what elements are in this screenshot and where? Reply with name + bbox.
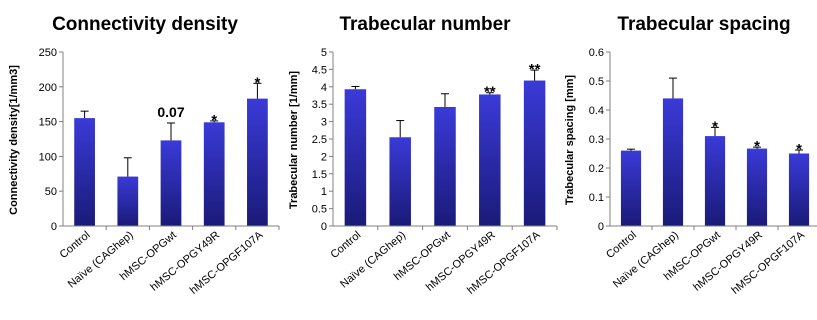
y-tick-label: 0.4 xyxy=(589,105,604,117)
annotations: * * * xyxy=(712,118,802,158)
y-tick-label: 1.5 xyxy=(312,169,327,181)
y-tick-label: 2 xyxy=(321,151,327,163)
error-bars xyxy=(80,82,262,177)
significance-label: * xyxy=(254,74,260,91)
x-tick-label: Control xyxy=(604,229,639,261)
y-tick-label: 250 xyxy=(39,47,57,59)
bars xyxy=(74,98,268,226)
significance-label: 0.07 xyxy=(157,104,184,120)
y-tick-label: 0 xyxy=(321,221,327,233)
bar xyxy=(344,89,367,227)
x-tick-label: hMSC-OPGF107A xyxy=(729,229,807,297)
x-tick-label: Control xyxy=(328,229,363,261)
annotations: ** ** xyxy=(484,61,541,101)
bar xyxy=(389,137,411,226)
y-tick-label: 2.5 xyxy=(312,134,327,146)
bar xyxy=(479,94,501,227)
y-axis-label: Connectivity density[1/mm3] xyxy=(8,65,20,215)
bar xyxy=(704,136,726,226)
y-axis-label: Trabecular number [1/mm] xyxy=(288,71,300,209)
error-bars xyxy=(351,69,539,138)
bar xyxy=(746,148,768,226)
bars xyxy=(620,98,810,226)
bar xyxy=(247,98,268,226)
y-tick-label: 0 xyxy=(598,221,604,233)
y-tick-label: 200 xyxy=(39,82,57,94)
bar xyxy=(788,153,810,226)
y-tick-label: 3.5 xyxy=(312,99,327,111)
bar xyxy=(662,98,684,226)
significance-label: ** xyxy=(484,84,496,101)
significance-label: ** xyxy=(529,61,541,78)
axes xyxy=(332,52,557,227)
bar xyxy=(434,106,456,226)
y-tick-label: 1 xyxy=(321,186,327,198)
chart-title: Trabecular number xyxy=(339,14,511,35)
y-tick-label: 0 xyxy=(51,221,57,233)
bar xyxy=(74,118,95,226)
significance-label: * xyxy=(754,138,760,155)
bar xyxy=(203,122,225,226)
y-tick-label: 0.2 xyxy=(589,163,604,175)
y-tick-label: 50 xyxy=(45,186,57,198)
chart-title: Connectivity density xyxy=(52,14,238,35)
bar xyxy=(160,140,182,226)
error-bars xyxy=(627,77,803,154)
x-tick-label: hMSC-OPGF107A xyxy=(465,229,543,297)
y-tick-label: 4.5 xyxy=(312,64,327,76)
chart-trabecular-spacing: Trabecular spacing Trabecular spacing [m… xyxy=(564,14,817,297)
axes xyxy=(62,52,279,227)
x-tick-label: hMSC-OPGF107A xyxy=(188,229,266,297)
y-ticks: 0 50 100 150 200 250 xyxy=(39,47,63,233)
y-tick-label: 150 xyxy=(39,117,57,129)
y-tick-label: 0.1 xyxy=(589,192,604,204)
bar xyxy=(620,150,642,226)
y-tick-label: 0.6 xyxy=(589,47,604,59)
significance-label: * xyxy=(796,141,802,158)
y-tick-label: 4 xyxy=(321,82,327,94)
axes xyxy=(609,52,817,227)
y-ticks: 0 0.5 1 1.5 2 2.5 3 3.5 4 4.5 5 xyxy=(312,47,333,233)
bar xyxy=(523,80,546,226)
significance-label: * xyxy=(211,112,217,129)
y-tick-label: 5 xyxy=(321,47,327,59)
y-tick-label: 3 xyxy=(321,117,327,129)
chart-connectivity-density: Connectivity density Connectivity densit… xyxy=(8,14,280,297)
significance-label: * xyxy=(712,118,718,135)
y-tick-label: 0.5 xyxy=(312,204,327,216)
chart-title: Trabecular spacing xyxy=(617,14,790,35)
y-axis-label: Trabecular spacing [mm] xyxy=(564,75,576,206)
x-tick-label: Control xyxy=(58,229,93,261)
y-ticks: 0 0.1 0.2 0.3 0.4 0.5 0.6 xyxy=(589,47,610,233)
annotations: 0.07 * * xyxy=(157,74,260,129)
y-tick-label: 0.5 xyxy=(589,76,604,88)
y-tick-label: 0.3 xyxy=(589,134,604,146)
chart-trabecular-number: Trabecular number Trabecular number [1/m… xyxy=(288,14,558,297)
bars xyxy=(344,80,546,227)
y-tick-label: 100 xyxy=(39,151,57,163)
bar xyxy=(117,176,139,226)
